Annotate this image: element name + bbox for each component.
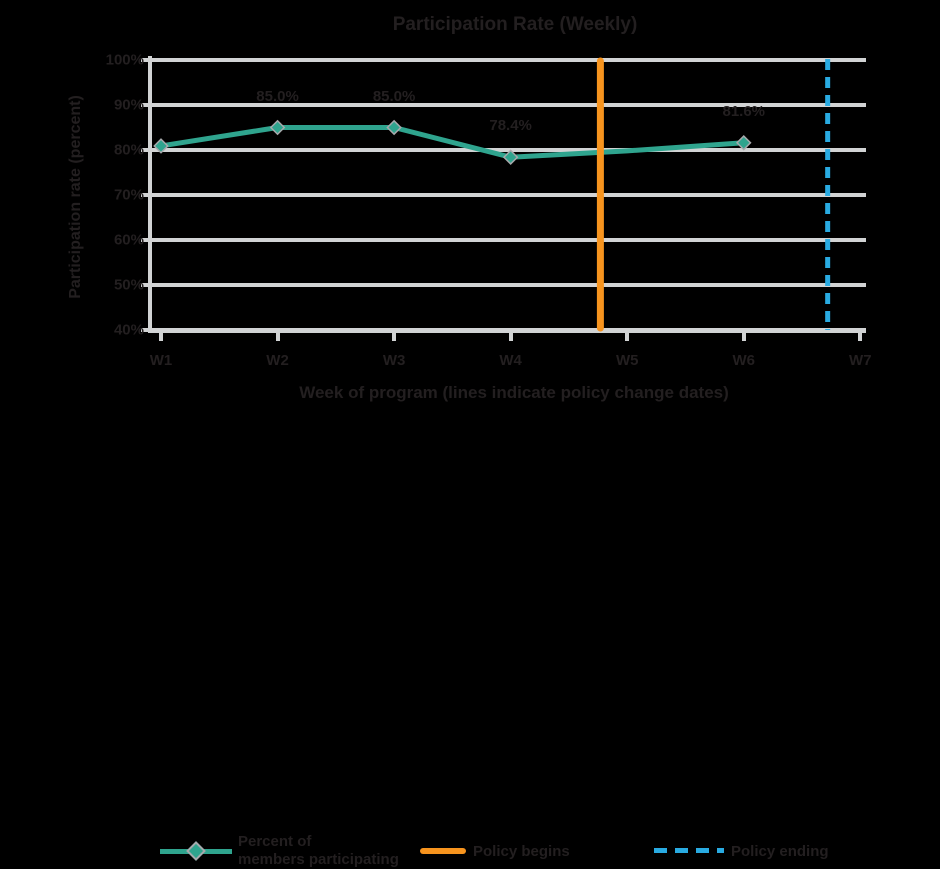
x-tick-label: W7: [849, 352, 872, 369]
data-point-marker: [386, 119, 402, 136]
y-tick-label: 70%: [113, 186, 144, 204]
x-tick-mark: [858, 333, 863, 341]
y-tick-mark: [141, 148, 149, 152]
y-tick-mark: [141, 58, 149, 62]
y-tick-label: 50%: [113, 276, 144, 294]
data-point-label: 78.4%: [489, 117, 532, 135]
gridline: [152, 193, 866, 197]
y-tick-label: 90%: [113, 96, 144, 114]
x-axis-line: [148, 329, 866, 333]
x-tick-mark: [392, 333, 397, 341]
chart-title: Participation Rate (Weekly): [392, 14, 638, 35]
legend-orange-label: Policy begins: [473, 843, 570, 860]
y-tick-mark: [141, 193, 149, 197]
y-axis-line: [148, 56, 152, 333]
y-tick-label: 80%: [113, 141, 144, 159]
x-tick-mark: [508, 333, 513, 341]
gridline: [152, 58, 866, 62]
data-point-label: 81.6%: [722, 102, 766, 120]
data-point-marker: [269, 119, 286, 136]
chart-canvas: [153, 57, 831, 332]
legend-series-label: Percent of members participating: [238, 833, 399, 869]
y-tick-mark: [141, 283, 149, 287]
series-line: [158, 125, 747, 160]
y-tick-label: 100%: [105, 51, 144, 69]
data-point-label: 85.0%: [256, 87, 299, 105]
gridline: [152, 283, 866, 287]
x-tick-label: W5: [615, 352, 639, 369]
x-tick-mark: [159, 333, 163, 341]
x-tick-label: W2: [266, 352, 289, 369]
x-tick-mark: [741, 333, 746, 341]
x-tick-label: W3: [382, 352, 406, 369]
legend-blue-label: Policy ending: [731, 843, 829, 860]
legend-series-label-line1: Percent of: [238, 833, 312, 850]
legend: Percent of members participating Policy …: [0, 414, 940, 868]
gridline: [152, 103, 866, 107]
y-tick-mark: [141, 238, 149, 242]
x-tick-mark: [275, 333, 280, 341]
x-axis-title: Week of program (lines indicate policy c…: [299, 383, 729, 402]
x-tick-label: W6: [732, 352, 756, 369]
gridline: [152, 238, 866, 242]
x-tick-mark: [625, 333, 630, 341]
y-tick-mark: [141, 328, 149, 332]
y-tick-label: 60%: [113, 231, 144, 249]
x-tick-label: W4: [499, 352, 522, 369]
y-tick-label: 40%: [113, 321, 144, 339]
data-point-label: 85.0%: [372, 87, 416, 105]
gridline: [152, 148, 866, 152]
data-point-marker: [735, 135, 752, 151]
x-tick-label: W1: [149, 352, 173, 369]
y-tick-mark: [141, 103, 149, 107]
data-point-marker: [502, 149, 519, 165]
legend-series-label-line2: members participating: [238, 851, 399, 868]
data-point-marker: [153, 138, 169, 154]
orange-vline-swatch: [420, 848, 466, 854]
series-diamond-marker-icon: [186, 841, 206, 861]
blue-dashed-vline-swatch: [654, 848, 724, 853]
